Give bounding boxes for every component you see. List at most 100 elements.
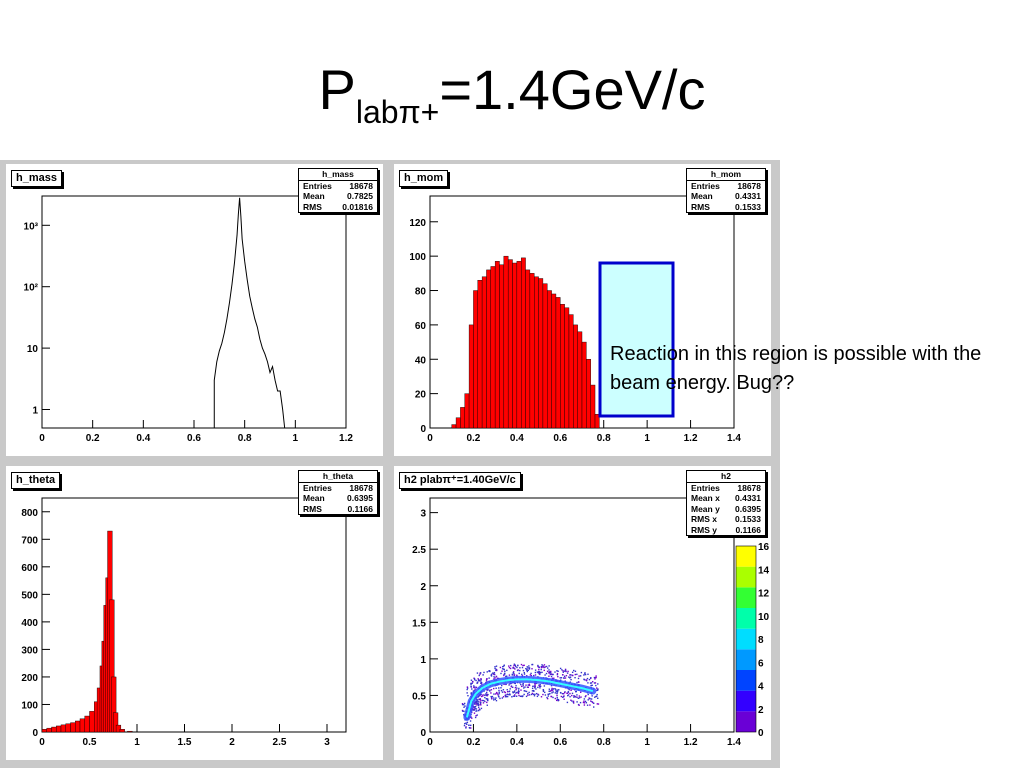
- h2-point: [465, 722, 467, 724]
- h2-point: [564, 691, 566, 693]
- x-tick-label: 0.6: [553, 433, 567, 444]
- h2-point: [572, 702, 575, 704]
- histogram-bar: [555, 297, 561, 429]
- h2-point: [538, 672, 541, 674]
- y-tick-label: 20: [415, 390, 427, 401]
- h2-point: [522, 669, 525, 672]
- h2-point: [522, 683, 524, 686]
- stats-row: Entries 18678: [303, 180, 373, 191]
- palette-tick-label: 12: [758, 589, 770, 600]
- palette-tick-label: 8: [758, 635, 764, 646]
- h2-point: [508, 674, 511, 676]
- histogram-bar: [525, 269, 531, 429]
- h2-point: [539, 683, 541, 686]
- histogram-bar: [119, 729, 125, 733]
- stats-row: Mean 0.7825: [303, 191, 373, 201]
- h2-point: [461, 703, 464, 705]
- h2-point: [474, 701, 477, 703]
- histogram-bar: [127, 730, 133, 733]
- h2-point: [549, 673, 552, 676]
- h2-point: [487, 689, 489, 691]
- h2-point: [503, 674, 505, 677]
- histogram-bar: [577, 331, 583, 429]
- y-tick-label: 200: [21, 673, 38, 684]
- h2-point: [559, 677, 561, 679]
- h2-point: [512, 691, 515, 694]
- x-tick-label: 0.4: [510, 433, 524, 444]
- h2-point: [463, 713, 465, 716]
- h2-point: [486, 701, 488, 704]
- x-tick-label: 1.2: [684, 737, 698, 748]
- h2-point: [462, 710, 464, 712]
- h2-point: [517, 689, 520, 691]
- x-tick-label: 0.2: [86, 433, 100, 444]
- h2-point: [553, 677, 555, 679]
- h2-point: [534, 669, 537, 671]
- h2-point: [540, 666, 543, 669]
- h2-point: [477, 704, 480, 707]
- h2-point: [497, 693, 499, 696]
- h2-point: [490, 674, 492, 676]
- h2-point: [513, 672, 515, 675]
- histogram-bar: [590, 384, 596, 429]
- h2-point: [483, 699, 485, 702]
- h2-point: [464, 705, 466, 707]
- y-tick-label: 1.5: [412, 618, 426, 629]
- h2-point: [538, 685, 541, 687]
- h2-point: [570, 699, 572, 701]
- h2-point: [557, 670, 559, 672]
- h2-point: [556, 673, 559, 676]
- h2-point: [564, 670, 566, 672]
- h2-point: [578, 675, 580, 677]
- palette-tick-label: 6: [758, 658, 764, 669]
- h2-point: [571, 700, 573, 702]
- histogram-bar: [481, 276, 487, 429]
- h2-point: [588, 678, 591, 681]
- h2-point: [525, 684, 527, 686]
- palette-tick-label: 14: [758, 565, 770, 576]
- h2-point: [513, 695, 516, 697]
- h2-point: [526, 686, 529, 688]
- h2-point: [584, 673, 586, 675]
- h2-point: [552, 688, 555, 690]
- h2-point: [543, 669, 545, 672]
- h2-point: [514, 694, 516, 696]
- h-mom-stats-box: h_mom Entries 18678 Mean 0.4331 RMS 0.1533: [686, 168, 766, 213]
- h2-point: [526, 668, 528, 670]
- h2-point: [523, 690, 525, 692]
- h-mass-title: h_mass: [11, 170, 62, 187]
- h2-point: [571, 694, 573, 697]
- y-tick-label: 300: [21, 645, 38, 656]
- h2-point: [520, 685, 523, 688]
- h2-point: [504, 691, 507, 694]
- h2-point: [528, 694, 531, 696]
- h2-point: [533, 695, 536, 697]
- h2-point: [485, 693, 487, 695]
- y-tick-label: 120: [409, 218, 426, 229]
- h2-point: [559, 679, 562, 681]
- h-theta-stats-box: h_theta Entries 18678 Mean 0.6395 RMS 0.116…: [298, 470, 378, 515]
- h2-point: [500, 672, 502, 675]
- h2-point: [490, 689, 493, 691]
- h2-point: [466, 692, 468, 694]
- h2-point: [554, 671, 556, 673]
- x-tick-label: 0.8: [597, 433, 611, 444]
- x-tick-label: 0: [39, 737, 45, 748]
- h2-point: [492, 672, 494, 674]
- histogram-bar: [51, 726, 57, 733]
- h2-point: [545, 672, 548, 675]
- h2-point: [531, 663, 534, 666]
- h2-point: [511, 696, 513, 698]
- h2-point: [482, 674, 484, 676]
- h2-point: [565, 674, 568, 677]
- h2-point: [513, 664, 515, 667]
- histogram-bar: [494, 261, 500, 429]
- h2-point: [477, 709, 480, 712]
- h2-point: [555, 690, 558, 692]
- h2-point: [551, 673, 554, 676]
- histogram-bar: [503, 255, 509, 429]
- h2-point: [527, 694, 529, 696]
- h2-point: [491, 695, 494, 698]
- h2-point: [552, 689, 554, 691]
- h2-point: [571, 692, 574, 695]
